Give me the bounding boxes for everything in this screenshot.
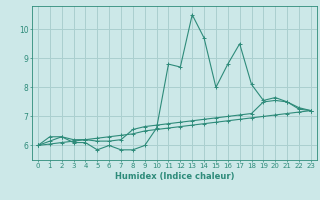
X-axis label: Humidex (Indice chaleur): Humidex (Indice chaleur) [115, 172, 234, 181]
